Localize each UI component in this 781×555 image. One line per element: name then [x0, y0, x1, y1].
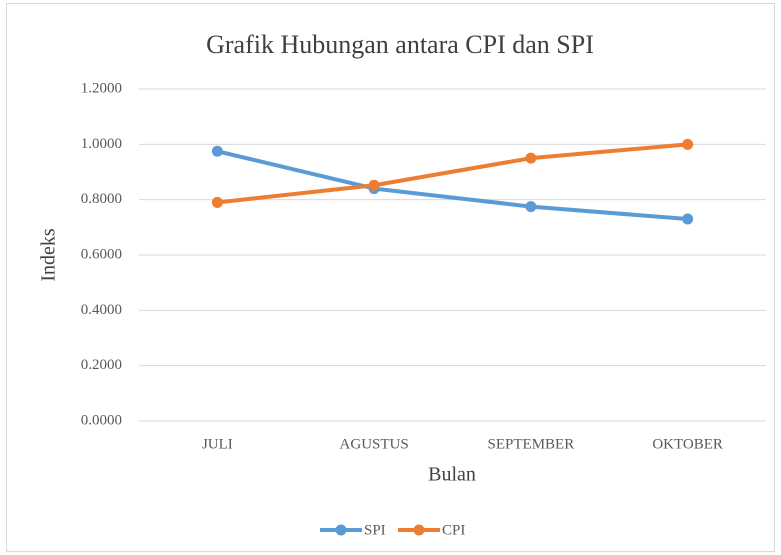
data-point: [211, 145, 223, 157]
data-point: [682, 213, 694, 225]
x-tick-label: SEPTEMBER: [488, 436, 575, 452]
legend-label: SPI: [364, 522, 386, 538]
y-tick-label: 1.0000: [81, 136, 122, 152]
chart-title: Grafik Hubungan antara CPI dan SPI: [206, 30, 594, 59]
y-tick-label: 0.8000: [81, 191, 122, 207]
legend-marker: [335, 524, 347, 536]
y-tick-label: 0.0000: [81, 412, 122, 428]
series-line: [217, 142, 688, 205]
data-point: [368, 179, 380, 191]
y-tick-label: 0.2000: [81, 357, 122, 373]
x-tick-label: JULI: [202, 436, 233, 452]
x-axis-title: Bulan: [428, 464, 476, 486]
series-line: [216, 149, 688, 222]
data-point: [211, 196, 223, 208]
data-point: [682, 138, 694, 150]
legend-label: CPI: [442, 522, 465, 538]
data-point: [525, 201, 537, 213]
x-tick-label: OKTOBER: [652, 436, 723, 452]
legend-marker: [413, 524, 425, 536]
y-tick-label: 0.6000: [81, 246, 122, 262]
y-axis-title: Indeks: [38, 228, 60, 282]
y-tick-label: 0.4000: [81, 302, 122, 318]
x-tick-label: AGUSTUS: [340, 436, 409, 452]
y-tick-label: 1.2000: [81, 80, 122, 96]
chart-border: [6, 3, 775, 552]
data-point: [525, 152, 537, 164]
